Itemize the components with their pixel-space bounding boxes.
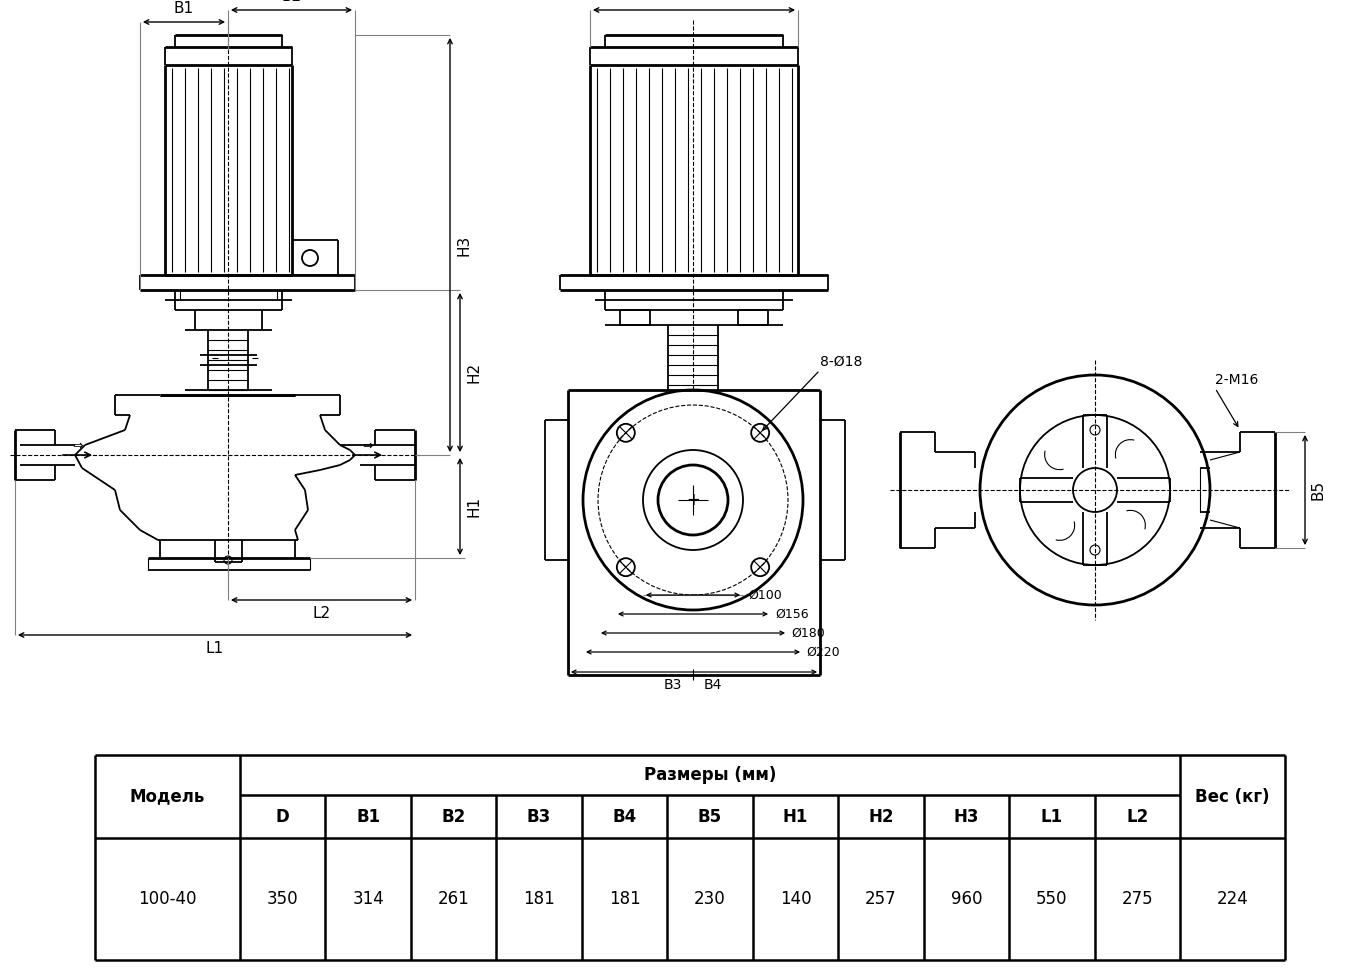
Text: 261: 261 [437, 890, 470, 908]
Text: L1: L1 [1041, 807, 1063, 826]
Text: H3: H3 [456, 234, 471, 256]
Text: 275: 275 [1121, 890, 1153, 908]
Text: D: D [687, 0, 701, 4]
Text: B5: B5 [1311, 480, 1326, 500]
Text: 257: 257 [865, 890, 896, 908]
Text: H1: H1 [466, 496, 481, 517]
Text: B1: B1 [357, 807, 380, 826]
Text: H1: H1 [783, 807, 809, 826]
Text: D: D [276, 807, 290, 826]
Text: B2: B2 [441, 807, 466, 826]
Text: +: + [686, 491, 699, 509]
Text: H2: H2 [466, 362, 481, 383]
Text: Ø100: Ø100 [749, 589, 781, 601]
Text: 2-M16: 2-M16 [1214, 373, 1258, 387]
Text: 960: 960 [951, 890, 982, 908]
Text: B4: B4 [612, 807, 637, 826]
Text: L2: L2 [1126, 807, 1149, 826]
Text: L1: L1 [206, 641, 224, 656]
Text: 224: 224 [1217, 890, 1249, 908]
Text: Ø220: Ø220 [806, 645, 840, 659]
Text: 350: 350 [266, 890, 299, 908]
Text: B4: B4 [703, 678, 723, 692]
Text: ⇒: ⇒ [363, 440, 373, 453]
Text: B2: B2 [281, 0, 302, 4]
Text: B3: B3 [527, 807, 552, 826]
Text: Модель: Модель [130, 788, 205, 805]
Text: 100-40: 100-40 [138, 890, 197, 908]
Text: B1: B1 [173, 1, 194, 16]
Text: 181: 181 [523, 890, 555, 908]
Text: Вес (кг): Вес (кг) [1195, 788, 1270, 805]
Text: 314: 314 [352, 890, 384, 908]
Text: B5: B5 [698, 807, 723, 826]
Text: L2: L2 [313, 606, 331, 621]
Text: Ø156: Ø156 [775, 607, 809, 621]
Text: 550: 550 [1035, 890, 1068, 908]
Text: ⇒: ⇒ [72, 440, 83, 453]
Text: 8-Ø18: 8-Ø18 [820, 355, 862, 369]
Text: Ø180: Ø180 [791, 627, 825, 639]
Text: 140: 140 [780, 890, 811, 908]
Text: H2: H2 [869, 807, 893, 826]
Text: H3: H3 [953, 807, 979, 826]
Text: Размеры (мм): Размеры (мм) [643, 766, 776, 784]
Text: 230: 230 [694, 890, 725, 908]
Text: B3: B3 [664, 678, 682, 692]
Text: 181: 181 [609, 890, 641, 908]
